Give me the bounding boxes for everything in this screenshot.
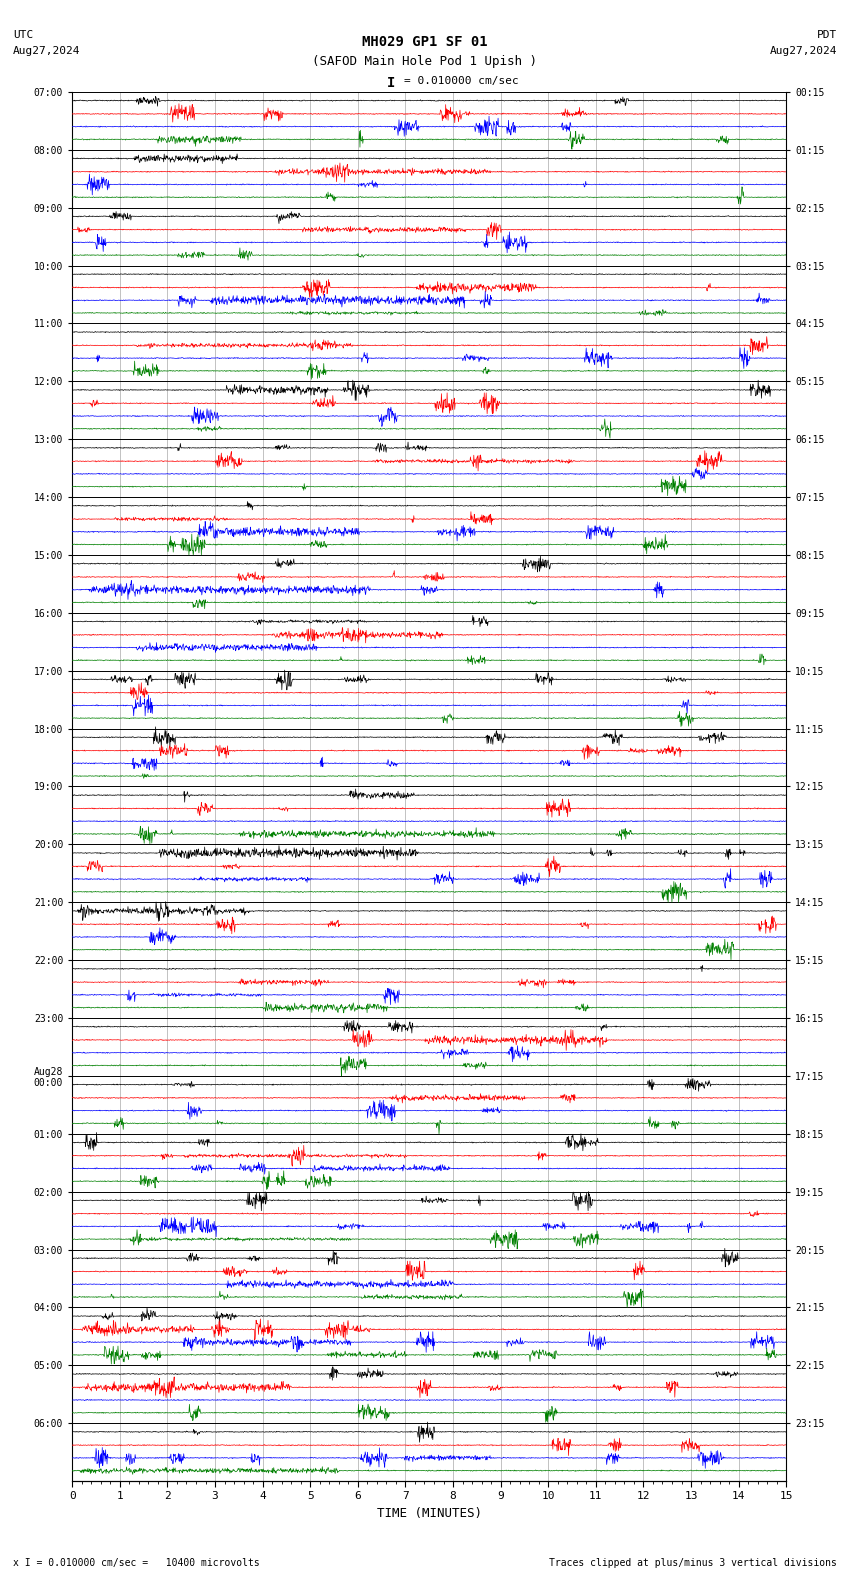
Text: PDT: PDT bbox=[817, 30, 837, 40]
X-axis label: TIME (MINUTES): TIME (MINUTES) bbox=[377, 1506, 482, 1521]
Text: Aug27,2024: Aug27,2024 bbox=[770, 46, 837, 55]
Text: (SAFOD Main Hole Pod 1 Upish ): (SAFOD Main Hole Pod 1 Upish ) bbox=[313, 55, 537, 68]
Text: x I = 0.010000 cm/sec =   10400 microvolts: x I = 0.010000 cm/sec = 10400 microvolts bbox=[13, 1559, 259, 1568]
Text: Aug27,2024: Aug27,2024 bbox=[13, 46, 80, 55]
Text: UTC: UTC bbox=[13, 30, 33, 40]
Text: = 0.010000 cm/sec: = 0.010000 cm/sec bbox=[404, 76, 518, 86]
Text: I: I bbox=[387, 76, 395, 90]
Text: Traces clipped at plus/minus 3 vertical divisions: Traces clipped at plus/minus 3 vertical … bbox=[549, 1559, 837, 1568]
Text: MH029 GP1 SF 01: MH029 GP1 SF 01 bbox=[362, 35, 488, 49]
